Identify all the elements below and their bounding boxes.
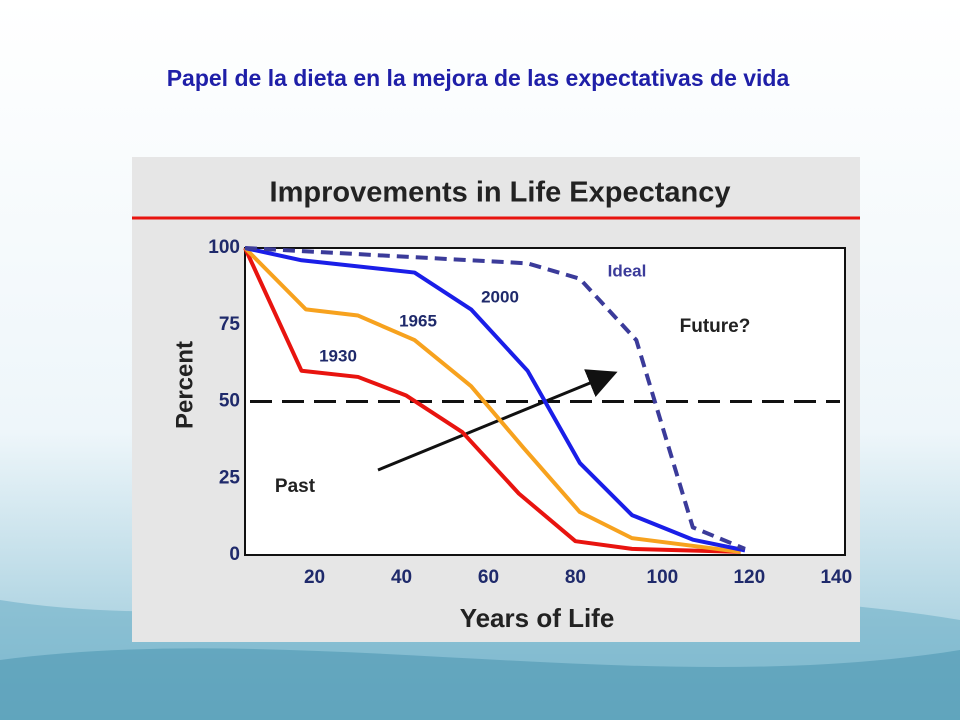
x-tick-label: 60 xyxy=(478,567,499,588)
x-tick-label: 140 xyxy=(820,567,852,588)
annotation: Past xyxy=(275,476,316,497)
series-line xyxy=(243,247,741,554)
series-label: Ideal xyxy=(608,261,647,280)
y-tick-label: 50 xyxy=(219,391,240,412)
series-line xyxy=(243,246,741,554)
y-tick-label: 75 xyxy=(219,314,241,335)
annotation: Future? xyxy=(680,316,751,337)
series-line xyxy=(244,246,746,551)
x-tick-label: 80 xyxy=(565,567,586,588)
wave xyxy=(0,648,960,720)
arrow xyxy=(377,369,618,472)
slide-title: Papel de la dieta en la mejora de las ex… xyxy=(167,65,790,91)
x-axis-label: Years of Life xyxy=(460,603,615,633)
y-tick-label: 0 xyxy=(229,544,240,565)
x-tick-label: 40 xyxy=(391,567,412,588)
y-tick-label: 25 xyxy=(219,467,241,488)
x-tick-label: 20 xyxy=(304,567,325,588)
series-line xyxy=(244,246,746,553)
series-label: 2000 xyxy=(481,287,519,306)
series-label: 1965 xyxy=(399,311,437,330)
series-label: 1930 xyxy=(319,346,357,365)
x-tick-label: 120 xyxy=(733,567,765,588)
x-tick-label: 100 xyxy=(647,567,679,588)
y-tick-label: 100 xyxy=(208,237,240,258)
chart-title: Improvements in Life Expectancy xyxy=(270,177,731,209)
y-axis-label: Percent xyxy=(171,341,198,429)
